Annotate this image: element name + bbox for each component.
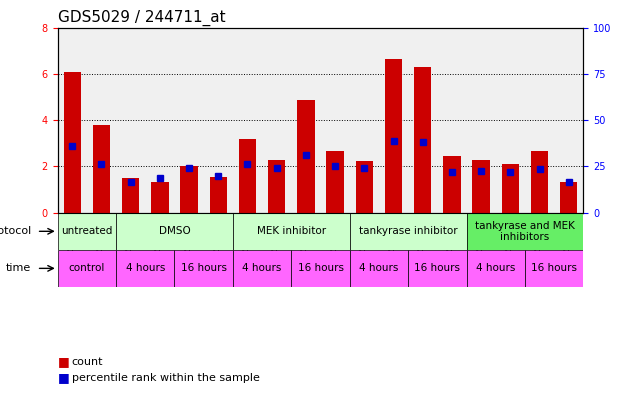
Bar — [531, 151, 548, 213]
FancyBboxPatch shape — [174, 250, 233, 287]
Text: protocol: protocol — [0, 226, 31, 236]
Text: control: control — [69, 263, 105, 274]
FancyBboxPatch shape — [350, 213, 467, 250]
FancyBboxPatch shape — [467, 250, 525, 287]
Bar — [326, 151, 344, 213]
Text: 4 hours: 4 hours — [476, 263, 515, 274]
Bar — [210, 177, 227, 213]
Text: percentile rank within the sample: percentile rank within the sample — [72, 373, 260, 383]
Text: MEK inhibitor: MEK inhibitor — [257, 226, 326, 236]
Text: tankyrase and MEK
inhibitors: tankyrase and MEK inhibitors — [475, 220, 575, 242]
Text: count: count — [72, 358, 103, 367]
Bar — [443, 156, 461, 213]
FancyBboxPatch shape — [58, 213, 116, 250]
Text: 16 hours: 16 hours — [414, 263, 460, 274]
Bar — [414, 67, 431, 213]
Bar — [501, 164, 519, 213]
Bar — [297, 101, 315, 213]
Bar — [93, 125, 110, 213]
FancyBboxPatch shape — [58, 250, 116, 287]
Text: 16 hours: 16 hours — [531, 263, 577, 274]
Text: DMSO: DMSO — [158, 226, 190, 236]
Text: 4 hours: 4 hours — [242, 263, 282, 274]
Bar — [122, 178, 140, 213]
FancyBboxPatch shape — [408, 250, 467, 287]
Text: untreated: untreated — [61, 226, 113, 236]
FancyBboxPatch shape — [350, 250, 408, 287]
Text: tankyrase inhibitor: tankyrase inhibitor — [359, 226, 458, 236]
FancyBboxPatch shape — [116, 213, 233, 250]
Bar — [356, 161, 373, 213]
Text: GDS5029 / 244711_at: GDS5029 / 244711_at — [58, 10, 226, 26]
FancyBboxPatch shape — [233, 250, 291, 287]
Text: 4 hours: 4 hours — [359, 263, 399, 274]
Bar — [385, 59, 403, 213]
FancyBboxPatch shape — [116, 250, 174, 287]
Bar — [238, 139, 256, 213]
Bar — [472, 160, 490, 213]
Bar — [560, 182, 578, 213]
FancyBboxPatch shape — [467, 213, 583, 250]
Bar — [63, 72, 81, 213]
Text: 4 hours: 4 hours — [126, 263, 165, 274]
Text: 16 hours: 16 hours — [297, 263, 344, 274]
Text: time: time — [6, 263, 31, 274]
Bar — [151, 182, 169, 213]
FancyBboxPatch shape — [291, 250, 350, 287]
FancyBboxPatch shape — [525, 250, 583, 287]
FancyBboxPatch shape — [233, 213, 350, 250]
Bar — [180, 167, 198, 213]
Text: 16 hours: 16 hours — [181, 263, 227, 274]
Bar — [268, 160, 285, 213]
Text: ■: ■ — [58, 371, 69, 384]
Text: ■: ■ — [58, 356, 69, 369]
